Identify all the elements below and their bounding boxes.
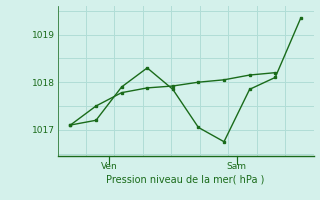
X-axis label: Pression niveau de la mer( hPa ): Pression niveau de la mer( hPa ) [107, 175, 265, 185]
